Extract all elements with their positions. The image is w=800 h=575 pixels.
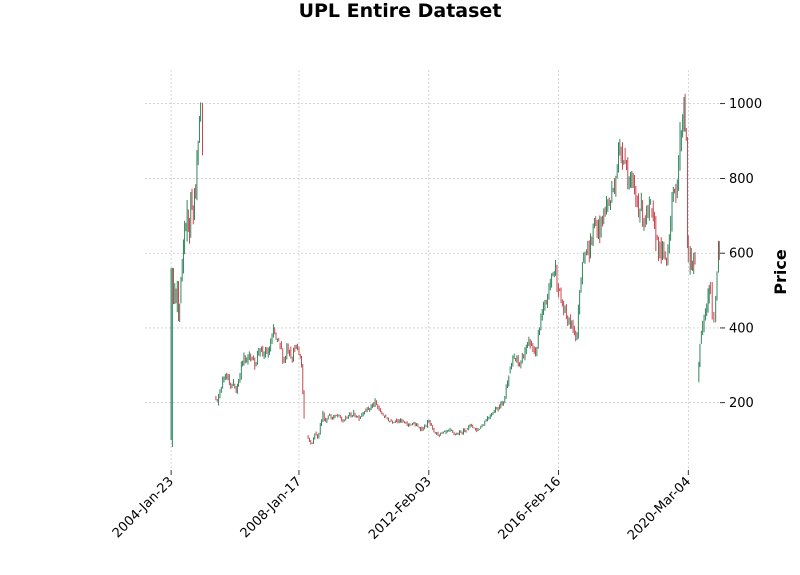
y-tick-label: 200 <box>729 396 754 411</box>
x-tick-label: 2016-Feb-16 <box>496 474 565 543</box>
candles <box>170 93 720 448</box>
x-tick-label: 2008-Jan-17 <box>238 474 305 541</box>
y-axis-label: Price <box>771 249 790 295</box>
x-tick-label: 2020-Mar-04 <box>625 474 694 543</box>
y-tick-label: 600 <box>729 247 754 262</box>
y-tick-label: 400 <box>729 321 754 336</box>
axes: 200 400 600 800 1000 2004-Jan-23 2008-Jan-17 20… <box>110 97 762 543</box>
y-tick-label: 800 <box>729 172 754 187</box>
x-tick-label: 2004-Jan-23 <box>110 474 177 541</box>
chart-title: UPL Entire Dataset <box>299 0 502 22</box>
x-tick-label: 2012-Feb-03 <box>366 474 435 543</box>
grid-lines <box>145 70 720 470</box>
y-tick-label: 1000 <box>729 97 762 112</box>
